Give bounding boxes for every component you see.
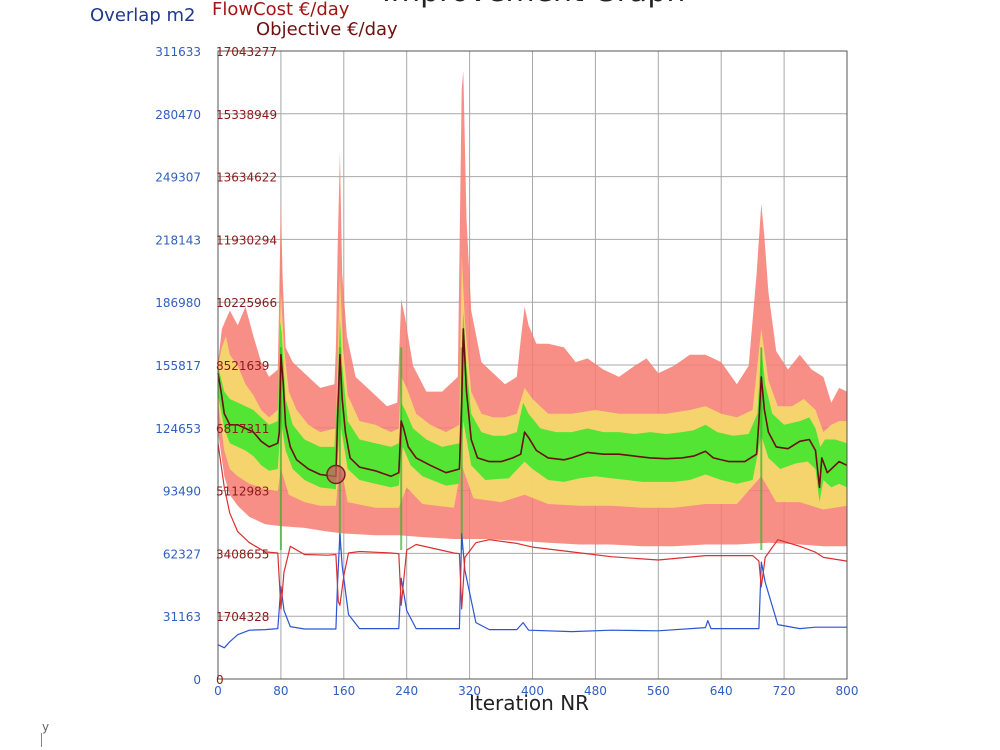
x-tick-label: 480 xyxy=(584,684,607,698)
flowcost-tick-label: 13634622 xyxy=(216,171,277,185)
x-tick-label: 560 xyxy=(647,684,670,698)
x-tick-label: 400 xyxy=(521,684,544,698)
chart-markers xyxy=(326,464,346,485)
objective-axis-title: Objective €/day xyxy=(256,19,398,40)
x-tick-label: 800 xyxy=(836,684,859,698)
y-axis-indicator-stem xyxy=(41,733,42,747)
flowcost-tick-label: 0 xyxy=(216,673,224,687)
x-tick-label: 0 xyxy=(214,684,222,698)
overlap-tick-label: 311633 xyxy=(155,45,201,59)
flowcost-tick-label: 10225966 xyxy=(216,296,277,310)
band-inner xyxy=(218,310,847,503)
overlap-tick-label: 0 xyxy=(193,673,201,687)
overlap-tick-label: 218143 xyxy=(155,233,201,247)
overlap-tick-label: 93490 xyxy=(163,485,201,499)
overlap-tick-label: 155817 xyxy=(155,359,201,373)
flowcost-tick-label: 3408655 xyxy=(216,547,269,561)
y-axis-indicator: y xyxy=(42,720,50,734)
x-tick-label: 720 xyxy=(773,684,796,698)
chart-title: Improvement Graph xyxy=(382,0,685,9)
x-tick-label: 240 xyxy=(395,684,418,698)
overlap-tick-label: 280470 xyxy=(155,108,201,122)
flowcost-tick-label: 8521639 xyxy=(216,359,269,373)
flowcost-tick-label: 6817311 xyxy=(216,422,269,436)
flowcost-tick-label: 1704328 xyxy=(216,610,269,624)
x-tick-label: 80 xyxy=(273,684,288,698)
flowcost-tick-label: 17043277 xyxy=(216,45,277,59)
flowcost-tick-label: 15338949 xyxy=(216,108,277,122)
overlap-tick-label: 124653 xyxy=(155,422,201,436)
x-axis-title: Iteration NR xyxy=(469,691,590,715)
chart-lines xyxy=(217,328,848,649)
chart-bands xyxy=(218,71,847,551)
chart-ticks: 0 31163 62327 93490 124653 155817 186980 218143… xyxy=(155,45,858,698)
x-tick-label: 320 xyxy=(458,684,481,698)
x-tick-label: 640 xyxy=(710,684,733,698)
best-solution-marker xyxy=(326,464,346,485)
flowcost-tick-label: 11930294 xyxy=(216,233,277,247)
x-tick-label: 160 xyxy=(332,684,355,698)
series-line-flowcost xyxy=(217,443,848,610)
plot-frame xyxy=(217,50,848,680)
flowcost-tick-label: 5112983 xyxy=(216,485,269,499)
series-line-objective xyxy=(217,328,848,489)
overlap-tick-label: 249307 xyxy=(155,171,201,185)
series-line-overlap xyxy=(217,533,847,649)
overlap-tick-label: 62327 xyxy=(163,547,201,561)
overlap-tick-label: 186980 xyxy=(155,296,201,310)
overlap-tick-label: 31163 xyxy=(163,610,201,624)
overlap-axis-title: Overlap m2 xyxy=(90,5,196,26)
flowcost-axis-title: FlowCost €/day xyxy=(212,0,350,20)
